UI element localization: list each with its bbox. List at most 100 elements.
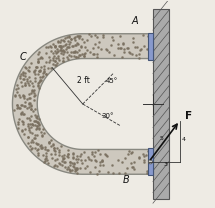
Point	[71, 155, 75, 159]
Point	[14, 94, 17, 98]
Point	[80, 52, 84, 56]
Point	[36, 151, 39, 154]
Point	[82, 54, 86, 57]
Point	[29, 144, 32, 147]
Text: 45°: 45°	[105, 78, 118, 84]
Point	[38, 68, 42, 71]
Point	[28, 118, 32, 122]
Point	[33, 76, 37, 79]
Point	[19, 106, 22, 109]
Point	[91, 152, 94, 156]
Point	[116, 46, 120, 50]
Point	[37, 86, 40, 90]
Point	[57, 44, 60, 47]
Point	[36, 125, 39, 128]
Point	[68, 168, 72, 171]
Point	[67, 166, 70, 169]
Point	[67, 53, 71, 57]
Point	[36, 84, 40, 87]
Point	[45, 148, 49, 151]
Point	[75, 168, 78, 172]
Point	[70, 161, 73, 164]
Point	[141, 34, 145, 37]
Circle shape	[148, 160, 152, 164]
Point	[53, 59, 56, 63]
Point	[24, 101, 27, 104]
Point	[120, 46, 123, 49]
Point	[75, 43, 78, 47]
Point	[67, 149, 70, 152]
Point	[38, 75, 41, 79]
Point	[37, 80, 41, 83]
Point	[37, 69, 40, 72]
Point	[28, 80, 32, 83]
Point	[19, 74, 22, 77]
Point	[31, 124, 35, 127]
Point	[94, 42, 97, 46]
Point	[29, 141, 32, 144]
Point	[57, 39, 60, 42]
Point	[73, 49, 77, 52]
Point	[75, 34, 79, 37]
Point	[26, 81, 29, 85]
Point	[41, 74, 45, 78]
Point	[38, 78, 41, 81]
Point	[40, 66, 43, 69]
Point	[74, 157, 78, 160]
Point	[63, 40, 66, 43]
Point	[101, 35, 105, 38]
Point	[137, 56, 141, 60]
Point	[55, 147, 59, 150]
Point	[150, 160, 154, 163]
Point	[82, 41, 85, 44]
Point	[69, 163, 72, 167]
Point	[74, 36, 77, 39]
Point	[65, 167, 69, 170]
Point	[36, 121, 40, 124]
Point	[88, 51, 91, 54]
Point	[28, 75, 31, 79]
Point	[130, 152, 133, 155]
Point	[34, 93, 37, 97]
Point	[71, 165, 75, 168]
Point	[146, 149, 149, 152]
Point	[82, 54, 85, 58]
Point	[55, 61, 59, 64]
Point	[139, 47, 143, 50]
Point	[77, 55, 80, 58]
Point	[29, 107, 33, 110]
Point	[84, 45, 87, 48]
Point	[37, 123, 41, 126]
Point	[35, 148, 39, 152]
Point	[53, 63, 57, 66]
Point	[57, 161, 61, 164]
Point	[111, 39, 114, 42]
Point	[104, 47, 108, 50]
Point	[100, 159, 104, 162]
Point	[49, 46, 52, 49]
Point	[72, 45, 75, 48]
Point	[17, 118, 21, 121]
Point	[40, 146, 43, 150]
Point	[58, 44, 62, 48]
Point	[97, 46, 100, 49]
Point	[28, 96, 31, 99]
Point	[59, 45, 63, 48]
Point	[17, 123, 20, 126]
Point	[61, 158, 65, 161]
Point	[70, 44, 74, 48]
Point	[57, 153, 60, 156]
Point	[35, 143, 39, 146]
Point	[15, 106, 19, 110]
Point	[54, 158, 57, 162]
Point	[30, 131, 34, 135]
Point	[32, 98, 36, 102]
Point	[65, 35, 68, 39]
Point	[12, 108, 16, 112]
Point	[54, 52, 58, 55]
Point	[36, 57, 40, 61]
Point	[22, 104, 26, 108]
Point	[69, 54, 73, 58]
Point	[54, 44, 57, 47]
Point	[51, 62, 55, 65]
